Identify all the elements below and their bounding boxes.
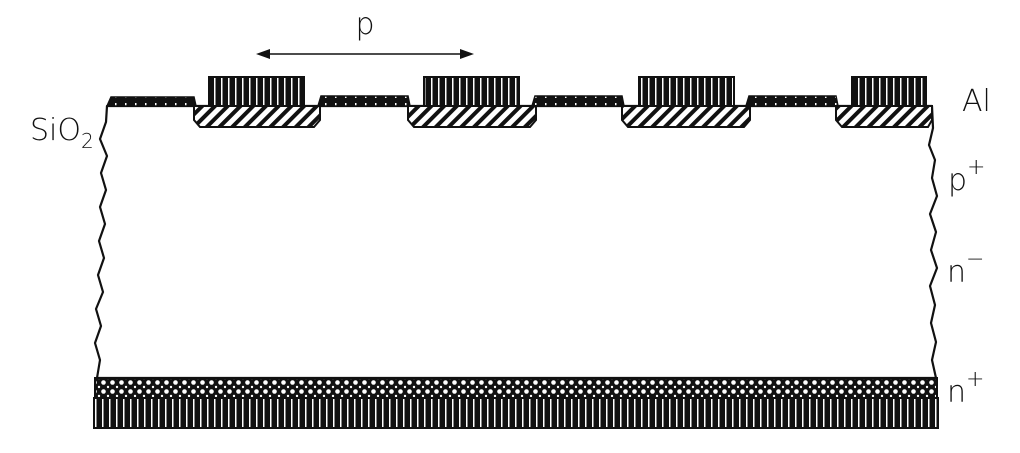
al-strip <box>208 76 305 107</box>
pitch-arrow <box>256 49 474 59</box>
oxide-segment <box>105 96 197 107</box>
p-plus-label: p+ <box>948 155 985 198</box>
al-strip <box>851 76 927 107</box>
n-plus-label: n+ <box>947 367 984 410</box>
al-strip <box>638 76 735 107</box>
backside-al-contact <box>93 397 939 429</box>
oxide-segment <box>744 95 839 107</box>
p-plus-implant <box>407 105 537 128</box>
n-minus-label: n− <box>947 247 984 290</box>
oxide-layer <box>105 95 839 107</box>
silicon-bulk-outline <box>93 104 939 380</box>
metal-label: Al <box>962 84 991 119</box>
al-strip <box>423 76 520 107</box>
oxide-segment <box>316 95 411 107</box>
p-plus-implants <box>193 105 933 128</box>
p-plus-implant <box>193 105 321 128</box>
pitch-label: p <box>355 7 374 42</box>
oxide-label: SiO2 <box>30 113 94 153</box>
p-plus-implant <box>621 105 751 128</box>
oxide-segment <box>530 95 625 107</box>
n-plus-layer <box>94 377 938 399</box>
aluminium-strips <box>208 76 927 107</box>
p-plus-implant <box>835 105 933 128</box>
